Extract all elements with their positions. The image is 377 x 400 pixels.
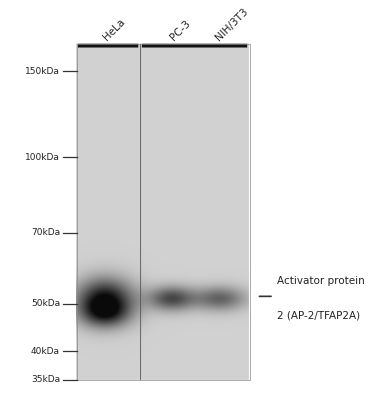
Text: PC-3: PC-3 — [169, 18, 193, 42]
Text: 50kDa: 50kDa — [31, 300, 60, 308]
Text: 70kDa: 70kDa — [31, 228, 60, 237]
Text: HeLa: HeLa — [101, 17, 127, 42]
Text: 40kDa: 40kDa — [31, 347, 60, 356]
Text: Activator protein: Activator protein — [277, 276, 365, 286]
Bar — [77, 44, 250, 380]
Text: 100kDa: 100kDa — [25, 152, 60, 162]
Text: 150kDa: 150kDa — [25, 67, 60, 76]
Text: 35kDa: 35kDa — [31, 375, 60, 384]
Text: NIH/3T3: NIH/3T3 — [213, 6, 250, 42]
Text: 2 (AP-2/TFAP2A): 2 (AP-2/TFAP2A) — [277, 310, 360, 320]
